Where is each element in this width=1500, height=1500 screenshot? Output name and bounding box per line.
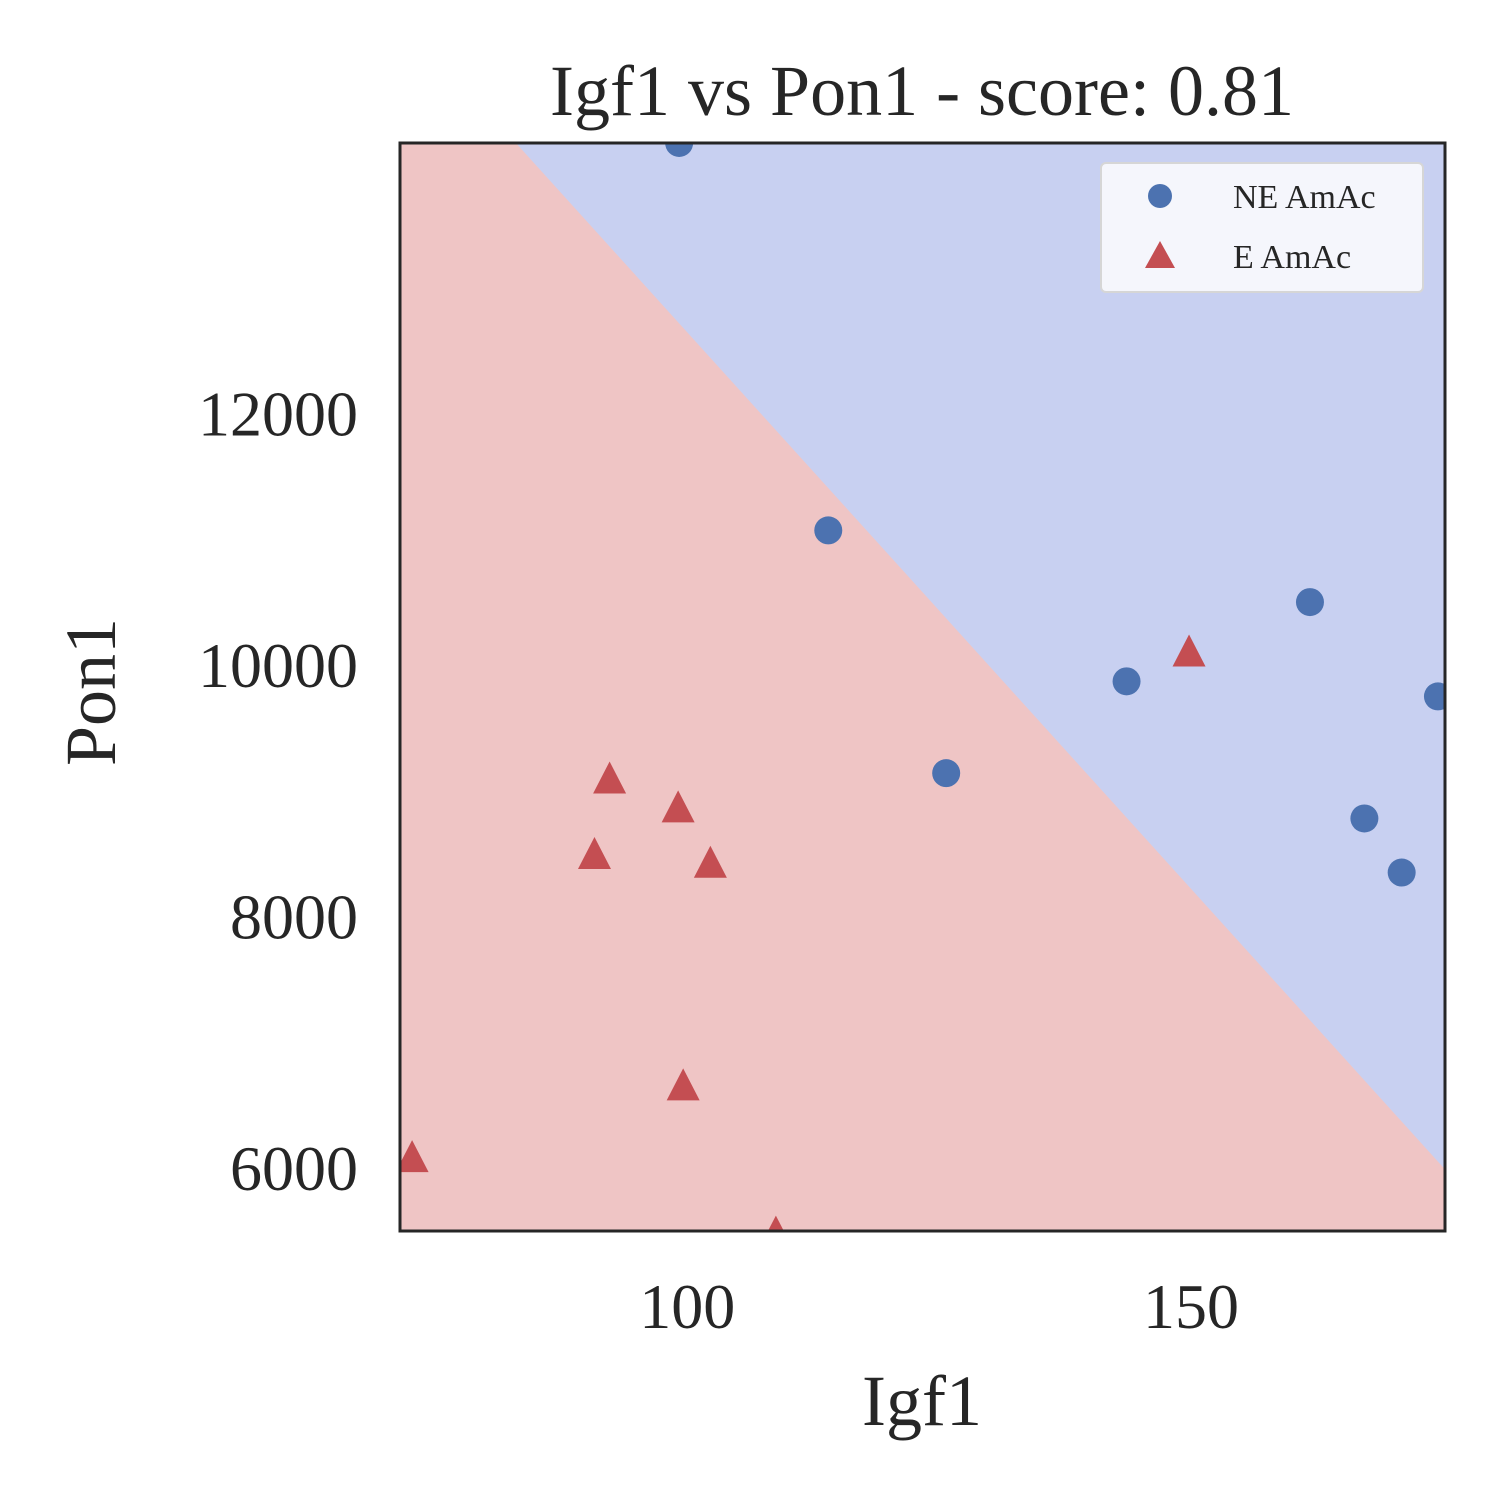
y-tick-label-3: 12000	[198, 378, 358, 449]
x-axis-label: Igf1	[862, 1361, 982, 1441]
point-ne-amac-5	[1350, 804, 1379, 833]
legend-marker-ne-amac	[1148, 184, 1172, 208]
point-e-amac-5	[693, 845, 727, 878]
x-tick-label-0: 100	[639, 1271, 735, 1342]
point-ne-amac-1	[814, 516, 843, 545]
plot-area	[400, 143, 1445, 1231]
x-axis-ticks: 100 150	[639, 1271, 1239, 1342]
point-ne-amac-7	[1423, 682, 1445, 711]
plot-frame	[398, 141, 1447, 1233]
point-e-amac-7	[1172, 634, 1206, 667]
region-below-boundary	[400, 143, 1445, 1231]
y-axis-ticks: 6000 8000 10000 12000	[198, 378, 358, 1204]
y-tick-label-2: 10000	[198, 630, 358, 701]
legend: NE AmAc E AmAc	[1100, 162, 1424, 293]
point-e-amac-1	[577, 836, 611, 869]
legend-marker-e-amac	[1145, 241, 1175, 268]
chart-title: Igf1 vs Pon1 - score: 0.81	[550, 51, 1294, 131]
legend-label-e-amac: E AmAc	[1233, 239, 1351, 276]
point-e-amac-4	[666, 1068, 700, 1101]
point-e-amac-6	[767, 1215, 784, 1231]
point-e-amac-3	[661, 790, 695, 823]
y-axis-label: Pon1	[51, 618, 131, 766]
point-ne-amac-4	[1295, 588, 1324, 617]
point-ne-amac-3	[1112, 667, 1141, 696]
point-ne-amac-6	[1387, 858, 1416, 887]
point-ne-amac-0	[665, 143, 694, 157]
legend-box	[1100, 162, 1424, 293]
x-tick-label-1: 150	[1143, 1271, 1239, 1342]
point-e-amac-2	[593, 761, 627, 794]
point-e-amac-0	[400, 1140, 429, 1173]
y-tick-label-1: 8000	[230, 882, 358, 953]
point-ne-amac-2	[932, 759, 961, 788]
legend-label-ne-amac: NE AmAc	[1233, 179, 1376, 216]
y-tick-label-0: 6000	[230, 1133, 358, 1204]
data-points	[400, 143, 1445, 1231]
